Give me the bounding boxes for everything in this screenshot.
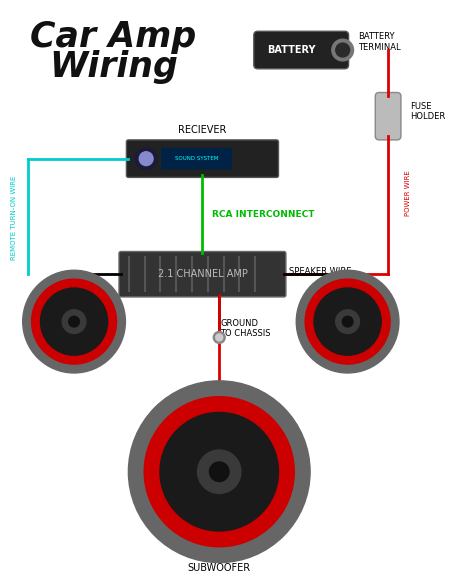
Circle shape [41, 288, 107, 355]
Text: RECIEVER: RECIEVER [178, 125, 226, 135]
Circle shape [335, 43, 349, 57]
Circle shape [335, 310, 359, 333]
Text: SUBWOOFER: SUBWOOFER [187, 563, 250, 573]
Circle shape [304, 279, 389, 364]
Circle shape [128, 381, 309, 563]
Circle shape [209, 462, 229, 481]
Text: Wiring: Wiring [49, 50, 178, 84]
Circle shape [160, 413, 278, 531]
Text: Car Amp: Car Amp [30, 20, 196, 54]
Circle shape [215, 334, 222, 341]
Text: BATTERY
TERMINAL: BATTERY TERMINAL [358, 33, 400, 52]
Text: RCA INTERCONNECT: RCA INTERCONNECT [212, 211, 314, 219]
FancyBboxPatch shape [126, 140, 278, 178]
Text: 2.1 CHANNEL AMP: 2.1 CHANNEL AMP [157, 269, 247, 279]
Text: SOUND SYSTEM: SOUND SYSTEM [175, 156, 218, 161]
Circle shape [313, 288, 380, 355]
Circle shape [139, 152, 153, 166]
Circle shape [62, 310, 86, 333]
Text: POWER WIRE: POWER WIRE [404, 171, 410, 216]
Circle shape [23, 270, 125, 373]
Circle shape [295, 270, 398, 373]
FancyBboxPatch shape [374, 93, 400, 140]
Circle shape [331, 39, 353, 61]
Circle shape [144, 397, 294, 546]
Text: GROUND
TO CHASSIS: GROUND TO CHASSIS [220, 319, 270, 338]
Text: SPEAKER WIRE: SPEAKER WIRE [288, 267, 350, 276]
FancyBboxPatch shape [161, 148, 231, 169]
FancyBboxPatch shape [119, 251, 285, 297]
Circle shape [32, 279, 116, 364]
Circle shape [197, 450, 240, 494]
Circle shape [135, 148, 156, 169]
Circle shape [341, 316, 352, 327]
Circle shape [69, 316, 79, 327]
Text: REMOTE TURN-ON WIRE: REMOTE TURN-ON WIRE [11, 176, 17, 260]
Circle shape [213, 332, 225, 343]
Text: FUSE
HOLDER: FUSE HOLDER [409, 102, 444, 121]
Text: BATTERY: BATTERY [267, 45, 315, 55]
FancyBboxPatch shape [253, 31, 348, 69]
